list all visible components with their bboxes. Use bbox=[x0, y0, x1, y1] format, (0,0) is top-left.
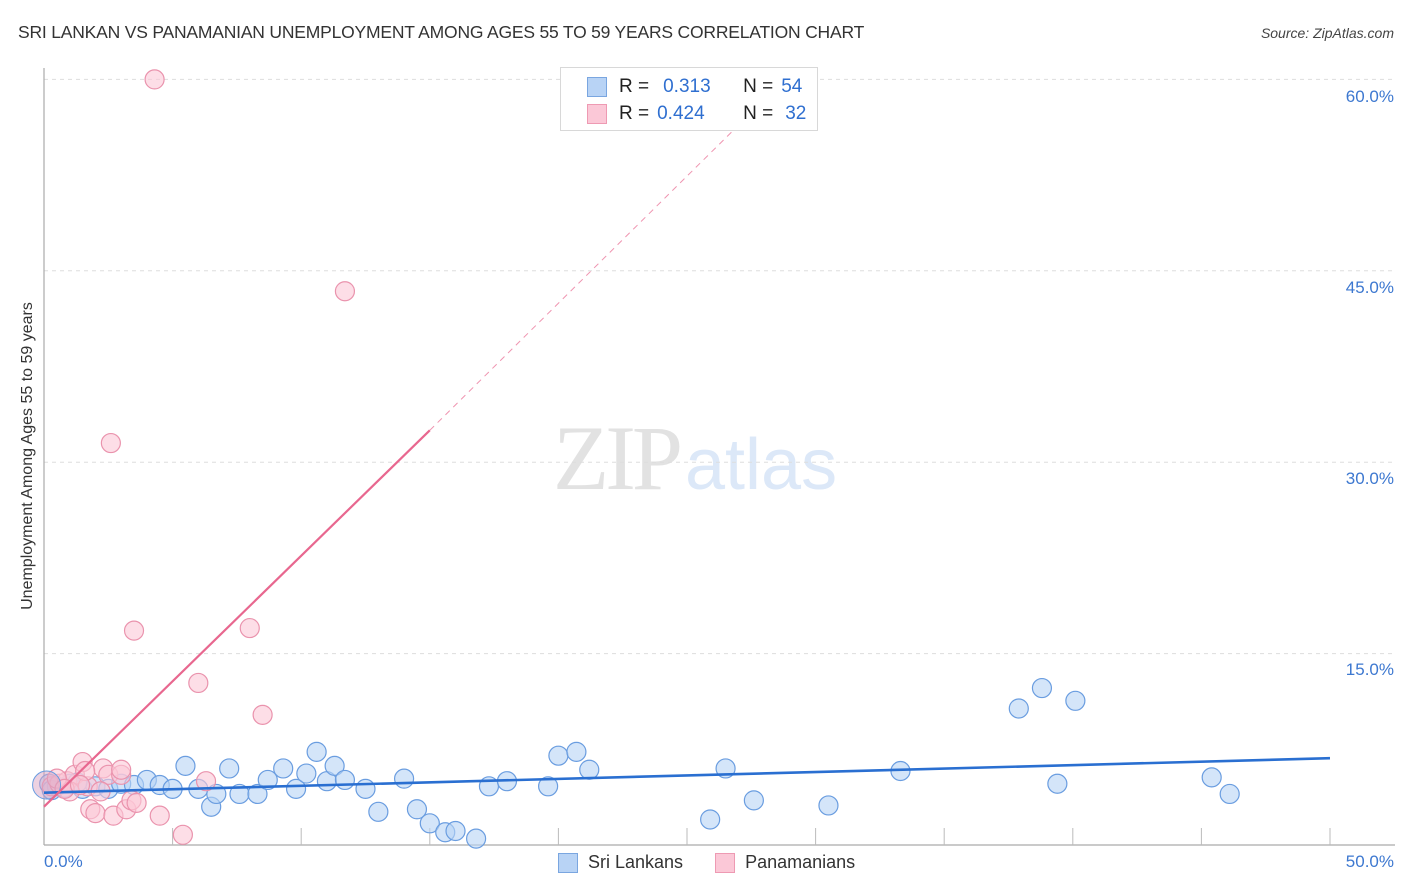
data-point bbox=[1047, 773, 1068, 794]
data-point bbox=[69, 774, 91, 796]
series-legend: Sri Lankans Panamanians bbox=[558, 852, 887, 873]
correlation-legend: R = 0.313 N = 54 R = 0.424 N = 32 bbox=[560, 67, 818, 131]
data-point bbox=[465, 828, 487, 849]
y-tick-15: 15.0% bbox=[1345, 660, 1394, 679]
data-point bbox=[368, 801, 389, 822]
data-point bbox=[195, 771, 217, 792]
data-point bbox=[538, 776, 559, 797]
data-point bbox=[419, 813, 440, 834]
data-point bbox=[579, 759, 600, 780]
data-point bbox=[445, 820, 466, 842]
r-value: 0.313 bbox=[663, 76, 711, 97]
y-tick-30: 30.0% bbox=[1345, 469, 1394, 488]
data-point bbox=[306, 741, 327, 762]
legend-row-sri-lankans: R = 0.313 N = 54 bbox=[587, 76, 802, 98]
data-point bbox=[126, 792, 147, 813]
data-point bbox=[175, 755, 196, 776]
data-point bbox=[334, 281, 356, 302]
data-point bbox=[1201, 767, 1222, 788]
y-axis-label: Unemployment Among Ages 55 to 59 years bbox=[19, 302, 36, 610]
data-point bbox=[172, 824, 193, 845]
series-sri-lankans bbox=[39, 677, 1240, 849]
panamanians-trend-extension bbox=[429, 117, 747, 431]
data-point bbox=[818, 795, 839, 816]
watermark-atlas: atlas bbox=[685, 425, 838, 505]
data-point bbox=[123, 620, 145, 641]
y-tick-60: 60.0% bbox=[1345, 87, 1394, 106]
data-point bbox=[334, 769, 356, 791]
data-point bbox=[285, 778, 307, 799]
x-tick-50: 50.0% bbox=[1345, 852, 1394, 871]
source-credit: Source: ZipAtlas.com bbox=[1260, 25, 1394, 41]
data-point bbox=[188, 672, 209, 694]
trend-lines bbox=[43, 117, 1331, 808]
sri-lankans-trend-line bbox=[43, 756, 1331, 794]
data-point bbox=[406, 799, 428, 820]
blue-swatch-icon bbox=[558, 852, 578, 873]
legend-row-panamanians: R = 0.424 N = 32 bbox=[587, 103, 806, 125]
panamanians-trend-line bbox=[43, 429, 431, 808]
data-point bbox=[1031, 677, 1053, 699]
n-label: N = bbox=[743, 103, 774, 124]
r-value: 0.424 bbox=[657, 103, 705, 124]
pink-swatch-icon bbox=[587, 104, 607, 124]
data-point bbox=[1065, 690, 1086, 711]
y-tick-45: 45.0% bbox=[1345, 278, 1394, 297]
r-label: R = bbox=[619, 103, 650, 124]
watermark-zip: ZIP bbox=[553, 407, 683, 509]
data-point bbox=[257, 769, 278, 791]
data-point bbox=[296, 763, 317, 784]
series-panamanians bbox=[32, 69, 356, 845]
data-point bbox=[393, 768, 415, 789]
data-point bbox=[85, 802, 106, 824]
x-tick-0: 0.0% bbox=[44, 852, 83, 871]
data-point bbox=[247, 783, 268, 805]
data-point bbox=[252, 704, 273, 725]
data-point bbox=[111, 759, 132, 780]
data-point bbox=[743, 790, 764, 811]
chart-title: SRI LANKAN VS PANAMANIAN UNEMPLOYMENT AM… bbox=[18, 22, 865, 42]
data-point bbox=[1008, 698, 1029, 719]
data-point bbox=[548, 745, 569, 766]
legend-label: Panamanians bbox=[745, 852, 856, 872]
legend-item-panamanians[interactable]: Panamanians bbox=[715, 852, 855, 873]
legend-label: Sri Lankans bbox=[588, 852, 684, 872]
data-point bbox=[100, 432, 121, 454]
data-point bbox=[144, 69, 165, 90]
n-label: N = bbox=[743, 76, 774, 97]
data-point bbox=[149, 805, 170, 826]
r-label: R = bbox=[619, 76, 650, 97]
axes bbox=[43, 68, 1395, 846]
n-value: 32 bbox=[785, 103, 807, 124]
data-point bbox=[219, 758, 240, 779]
data-point bbox=[700, 809, 721, 830]
blue-swatch-icon bbox=[587, 77, 607, 97]
n-value: 54 bbox=[781, 76, 803, 97]
data-point bbox=[1219, 783, 1240, 805]
data-point bbox=[273, 758, 294, 779]
watermark-logo: ZIPatlas bbox=[553, 405, 837, 511]
data-point bbox=[324, 755, 345, 776]
gridlines bbox=[44, 78, 1395, 655]
data-point bbox=[355, 778, 376, 799]
legend-item-sri-lankans[interactable]: Sri Lankans bbox=[558, 852, 683, 873]
data-point bbox=[239, 617, 260, 639]
pink-swatch-icon bbox=[715, 852, 736, 873]
data-point bbox=[566, 741, 587, 762]
